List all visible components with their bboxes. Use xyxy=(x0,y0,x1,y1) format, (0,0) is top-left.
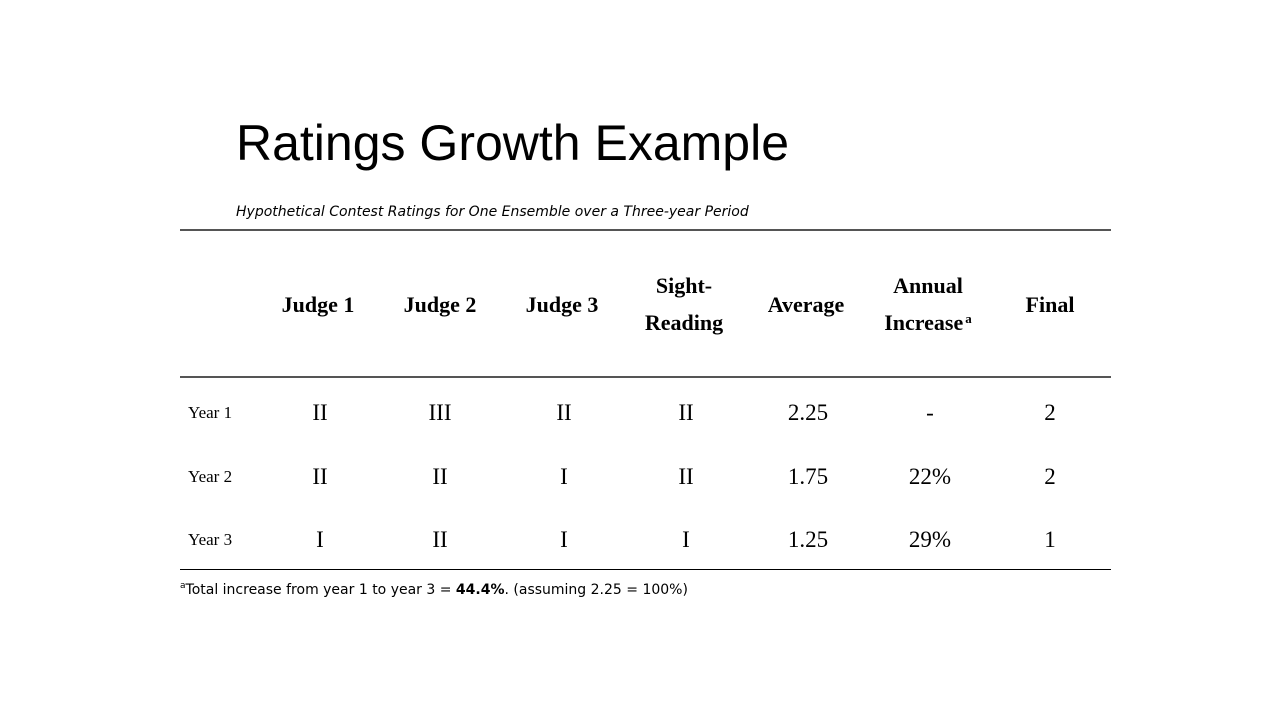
row-label-year-1: Year 1 xyxy=(188,403,233,422)
header-judge-2: Judge 2 xyxy=(403,291,477,317)
header-annual-footnote-mark: a xyxy=(965,311,972,326)
cell-year1-judge1: II xyxy=(312,400,328,425)
cell-year2-judge3: I xyxy=(560,464,568,489)
cell-year1-sight: II xyxy=(678,400,694,425)
header-average: Average xyxy=(767,291,845,317)
cell-year2-sight: II xyxy=(678,464,694,489)
table-footnote: aTotal increase from year 1 to year 3 = … xyxy=(180,581,688,599)
header-annual-increase: Annual Increase a xyxy=(868,232,988,376)
cell-year3-judge1: I xyxy=(316,527,324,552)
cell-year3-average: 1.25 xyxy=(787,527,829,552)
header-final: Final xyxy=(1025,291,1075,317)
footnote-mark: a xyxy=(180,581,186,591)
table-bottom-rule xyxy=(180,569,1111,570)
cell-year3-judge2: II xyxy=(432,527,448,552)
cell-year3-final: 1 xyxy=(1044,527,1056,552)
cell-year2-average: 1.75 xyxy=(787,464,829,489)
header-sight-reading: Sight- Reading xyxy=(624,232,744,376)
footnote-text-after: . (assuming 2.25 = 100%) xyxy=(504,582,688,598)
row-label-year-2: Year 2 xyxy=(188,467,233,486)
table-header-rule xyxy=(180,376,1111,378)
footnote-total-value: 44.4% xyxy=(455,582,505,598)
cell-year2-final: 2 xyxy=(1044,464,1056,489)
header-annual-line1: Annual xyxy=(893,273,963,298)
table-caption: Hypothetical Contest Ratings for One Ens… xyxy=(236,204,749,220)
cell-year1-judge3: II xyxy=(556,400,572,425)
cell-year3-judge3: I xyxy=(560,527,568,552)
row-label-year-3: Year 3 xyxy=(188,530,233,549)
slide-title: Ratings Growth Example xyxy=(236,115,790,171)
cell-year3-annual: 29% xyxy=(908,527,952,552)
cell-year1-judge2: III xyxy=(428,400,452,425)
header-annual-line2: Increase xyxy=(884,310,964,335)
cell-year1-annual: - xyxy=(926,400,934,425)
footnote-text-before: Total increase from year 1 to year 3 = xyxy=(185,582,456,598)
header-judge-1: Judge 1 xyxy=(281,291,355,317)
cell-year1-average: 2.25 xyxy=(787,400,829,425)
cell-year2-judge2: II xyxy=(432,464,448,489)
header-judge-3: Judge 3 xyxy=(525,291,599,317)
cell-year1-final: 2 xyxy=(1044,400,1056,425)
header-sight-reading-line2: Reading xyxy=(644,310,724,335)
cell-year2-annual: 22% xyxy=(908,464,952,489)
cell-year3-sight: I xyxy=(682,527,690,552)
cell-year2-judge1: II xyxy=(312,464,328,489)
table-top-rule xyxy=(180,229,1111,231)
header-sight-reading-line1: Sight- xyxy=(655,273,713,298)
